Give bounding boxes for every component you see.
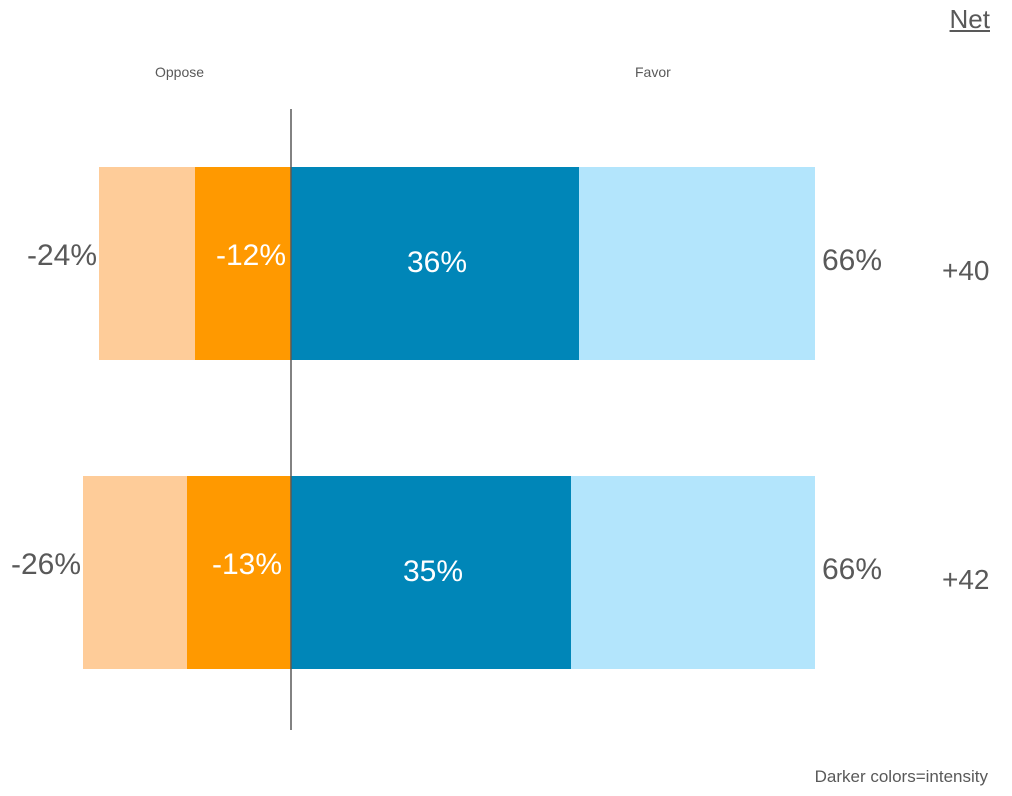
label-oppose-strong: -13% (211, 547, 283, 581)
label-favor-strong: 36% (406, 245, 468, 279)
label-oppose-total: -24% (26, 238, 97, 272)
favor-label: Favor (635, 64, 671, 80)
bar-oppose-strong (187, 476, 291, 669)
bar-oppose-total (83, 476, 187, 669)
oppose-label: Oppose (155, 64, 205, 80)
label-net: +42 (942, 563, 990, 595)
label-favor-total: 66% (822, 552, 883, 586)
bar-favor-strong (291, 476, 571, 669)
label-oppose-strong: -12% (215, 238, 287, 272)
label-favor-total: 66% (822, 243, 883, 277)
bar-favor-strong (291, 167, 579, 360)
bar-favor-total (579, 167, 815, 360)
label-oppose-total: -26% (10, 547, 81, 581)
footnote: Darker colors=intensity (814, 767, 988, 786)
bar-oppose-strong (195, 167, 291, 360)
net-header: Net (949, 4, 990, 34)
bar-oppose-total (99, 167, 195, 360)
label-favor-strong: 35% (402, 554, 464, 588)
label-net: +40 (942, 254, 990, 286)
bar-favor-total (571, 476, 815, 669)
